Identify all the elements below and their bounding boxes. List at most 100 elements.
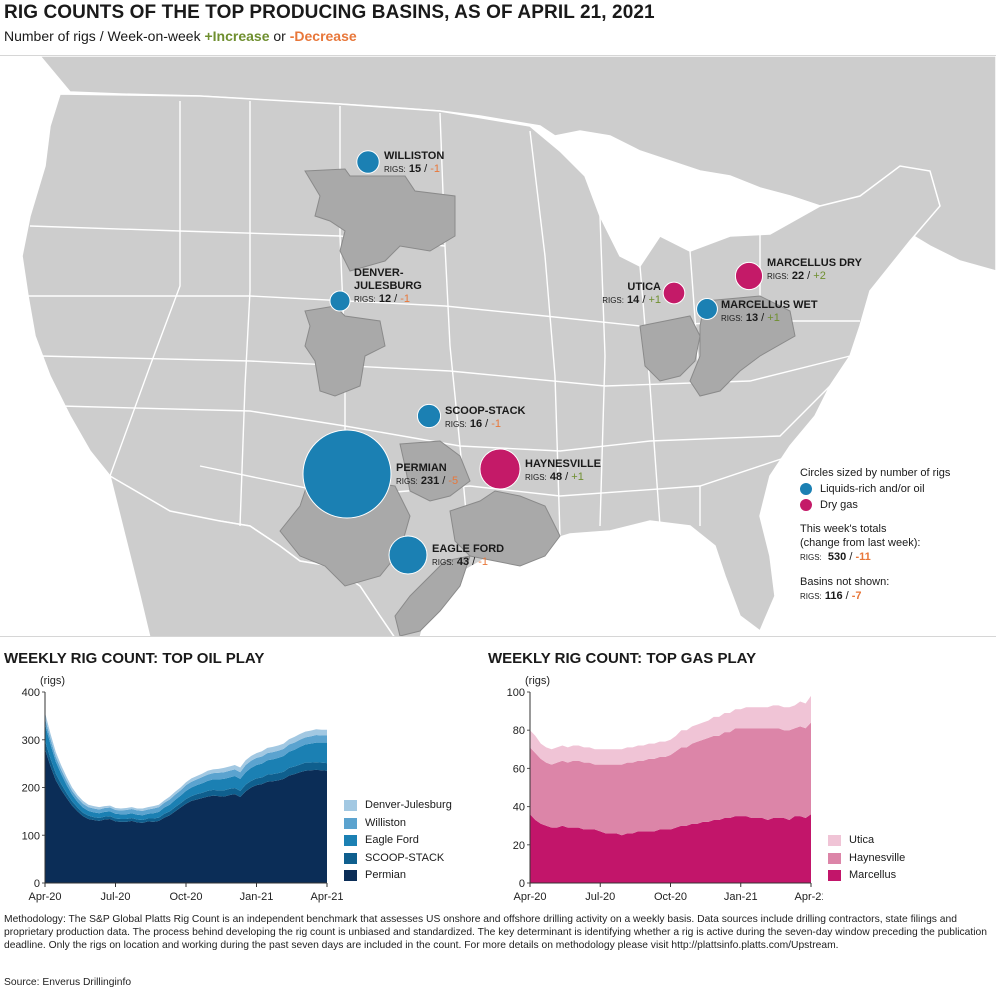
- scoop-area: [399, 440, 471, 502]
- x-tick-label: Apr-21: [310, 891, 343, 903]
- map-legend: Circles sized by number of rigs Liquids-…: [800, 466, 950, 604]
- x-tick-label: Jan-21: [240, 891, 274, 903]
- subtitle-increase: +Increase: [204, 28, 270, 44]
- legend-item: SCOOP-STACK: [344, 850, 452, 868]
- basin-label-williston: WILLISTON RIGS: 15 / -1: [384, 150, 445, 175]
- basin-bubble: [388, 535, 428, 575]
- basin-bubble: [416, 403, 442, 429]
- y-tick-label: 40: [513, 802, 525, 814]
- gas-chart-title: WEEKLY RIG COUNT: TOP GAS PLAY: [488, 650, 757, 667]
- basin-bubble: [356, 150, 380, 174]
- legend-label: Utica: [849, 834, 875, 846]
- y-tick-label: 100: [22, 830, 40, 842]
- totals-line1: This week's totals: [800, 523, 887, 535]
- rigs-change: -1: [491, 418, 502, 430]
- legend-dry-gas: Dry gas: [800, 498, 950, 512]
- y-tick-label: 300: [22, 735, 40, 747]
- oil-chart-legend: Denver-Julesburg Williston Eagle Ford SCOOP…: [344, 797, 452, 885]
- basin-name: MARCELLUS DRY: [767, 257, 862, 269]
- williston-area: [304, 168, 456, 272]
- basin-bubble: [479, 448, 521, 490]
- basin-bubble: [329, 290, 351, 312]
- rigs-count: 16: [469, 418, 483, 430]
- basin-name: HAYNESVILLE: [525, 458, 602, 470]
- rigs-count: 14: [627, 294, 640, 306]
- rigs-change: +1: [767, 312, 780, 324]
- legend-item: Haynesville: [828, 850, 905, 868]
- rigs-label: RIGS:: [432, 558, 454, 567]
- totals-rigs: 530: [827, 551, 847, 563]
- legend-liquids: Liquids-rich and/or oil: [800, 482, 950, 496]
- basin-name: SCOOP-STACK: [445, 405, 526, 417]
- rigs-change: -5: [448, 475, 459, 487]
- basin-bubble: [734, 261, 764, 291]
- totals-change: -11: [855, 551, 871, 563]
- page-subtitle: Number of rigs / Week-on-week +Increase …: [4, 28, 357, 44]
- series-area-utica: [530, 695, 811, 765]
- subtitle-or: or: [273, 28, 286, 44]
- rigs-label: RIGS:: [800, 592, 822, 601]
- rigs-change: +1: [648, 294, 661, 306]
- y-tick-label: 80: [513, 725, 525, 737]
- not-shown-rigs: 116: [824, 590, 843, 602]
- y-axis-label: (rigs): [525, 675, 550, 687]
- x-tick-label: Jul-20: [585, 891, 615, 903]
- x-tick-label: Jul-20: [101, 891, 131, 903]
- methodology-note: Methodology: The S&P Global Platts Rig C…: [4, 914, 988, 951]
- haynesville-area: [449, 490, 561, 567]
- source-note: Source: Enverus Drillinginfo: [4, 977, 132, 988]
- rigs-label: RIGS:: [525, 473, 547, 482]
- legend-item: Eagle Ford: [344, 832, 452, 850]
- dj-area: [304, 305, 386, 397]
- us-map: [0, 56, 996, 636]
- basin-bubble: [696, 298, 718, 320]
- x-tick-label: Jan-21: [724, 891, 758, 903]
- rigs-label: RIGS:: [384, 165, 406, 174]
- gas-rig-chart: 0 20 40 60 80 100(rigs) Apr-20 Jul-20 Oct-20 Jan-…: [507, 675, 823, 903]
- not-shown-label: Basins not shown:: [800, 576, 890, 588]
- legend-swatch-icon: [828, 835, 841, 847]
- marcellus-area: [689, 295, 796, 397]
- not-shown-value: RIGS: 116 / -7: [800, 590, 862, 602]
- basin-label-marcellus-dry: MARCELLUS DRY RIGS: 22 / +2: [767, 257, 862, 282]
- rigs-change: -1: [400, 293, 411, 305]
- legend-swatch-icon: [828, 852, 841, 864]
- basin-areas: [279, 168, 796, 636]
- legend-label: Marcellus: [849, 869, 897, 881]
- rigs-count: 48: [549, 471, 563, 483]
- rigs-label: RIGS:: [354, 295, 376, 304]
- rigs-count: 43: [456, 556, 470, 568]
- basin-name: PERMIAN: [396, 462, 447, 474]
- basin-label-dj: DENVER- JULESBURG RIGS: 12 / -1: [354, 267, 422, 305]
- legend-label: Denver-Julesburg: [365, 799, 452, 811]
- legend-item: Williston: [344, 815, 452, 833]
- rigs-label: RIGS:: [396, 477, 418, 486]
- legend-swatch-icon: [344, 835, 357, 847]
- legend-swatch-icon: [344, 852, 357, 864]
- rigs-count: 12: [378, 293, 392, 305]
- legend-item: Marcellus: [828, 867, 905, 885]
- legend-swatch-icon: [344, 800, 357, 812]
- not-shown-change: -7: [851, 590, 862, 602]
- x-tick-label: Apr-20: [28, 891, 61, 903]
- dry-gas-dot-icon: [800, 499, 812, 511]
- weekly-totals: This week's totals (change from last wee…: [800, 522, 950, 565]
- totals-line2: (change from last week):: [800, 537, 921, 549]
- y-tick-label: 200: [22, 783, 40, 795]
- basin-name-2: JULESBURG: [354, 280, 422, 292]
- rigs-label: RIGS:: [602, 296, 624, 305]
- legend-label: Williston: [365, 816, 406, 829]
- basin-label-haynesville: HAYNESVILLE RIGS: 48 / +1: [525, 458, 602, 483]
- subtitle-decrease: -Decrease: [289, 28, 357, 44]
- rigs-change: +2: [813, 270, 826, 282]
- utica-area: [639, 315, 701, 382]
- legend-liquids-label: Liquids-rich and/or oil: [820, 483, 925, 495]
- legend-dry-gas-label: Dry gas: [820, 499, 858, 511]
- rigs-count: 231: [420, 475, 440, 487]
- x-tick-label: Apr-21: [794, 891, 823, 903]
- y-tick-label: 60: [513, 763, 525, 775]
- rigs-change: +1: [571, 471, 584, 483]
- basin-name: EAGLE FORD: [432, 543, 505, 555]
- legend-label: Eagle Ford: [365, 834, 419, 846]
- liquids-dot-icon: [800, 483, 812, 495]
